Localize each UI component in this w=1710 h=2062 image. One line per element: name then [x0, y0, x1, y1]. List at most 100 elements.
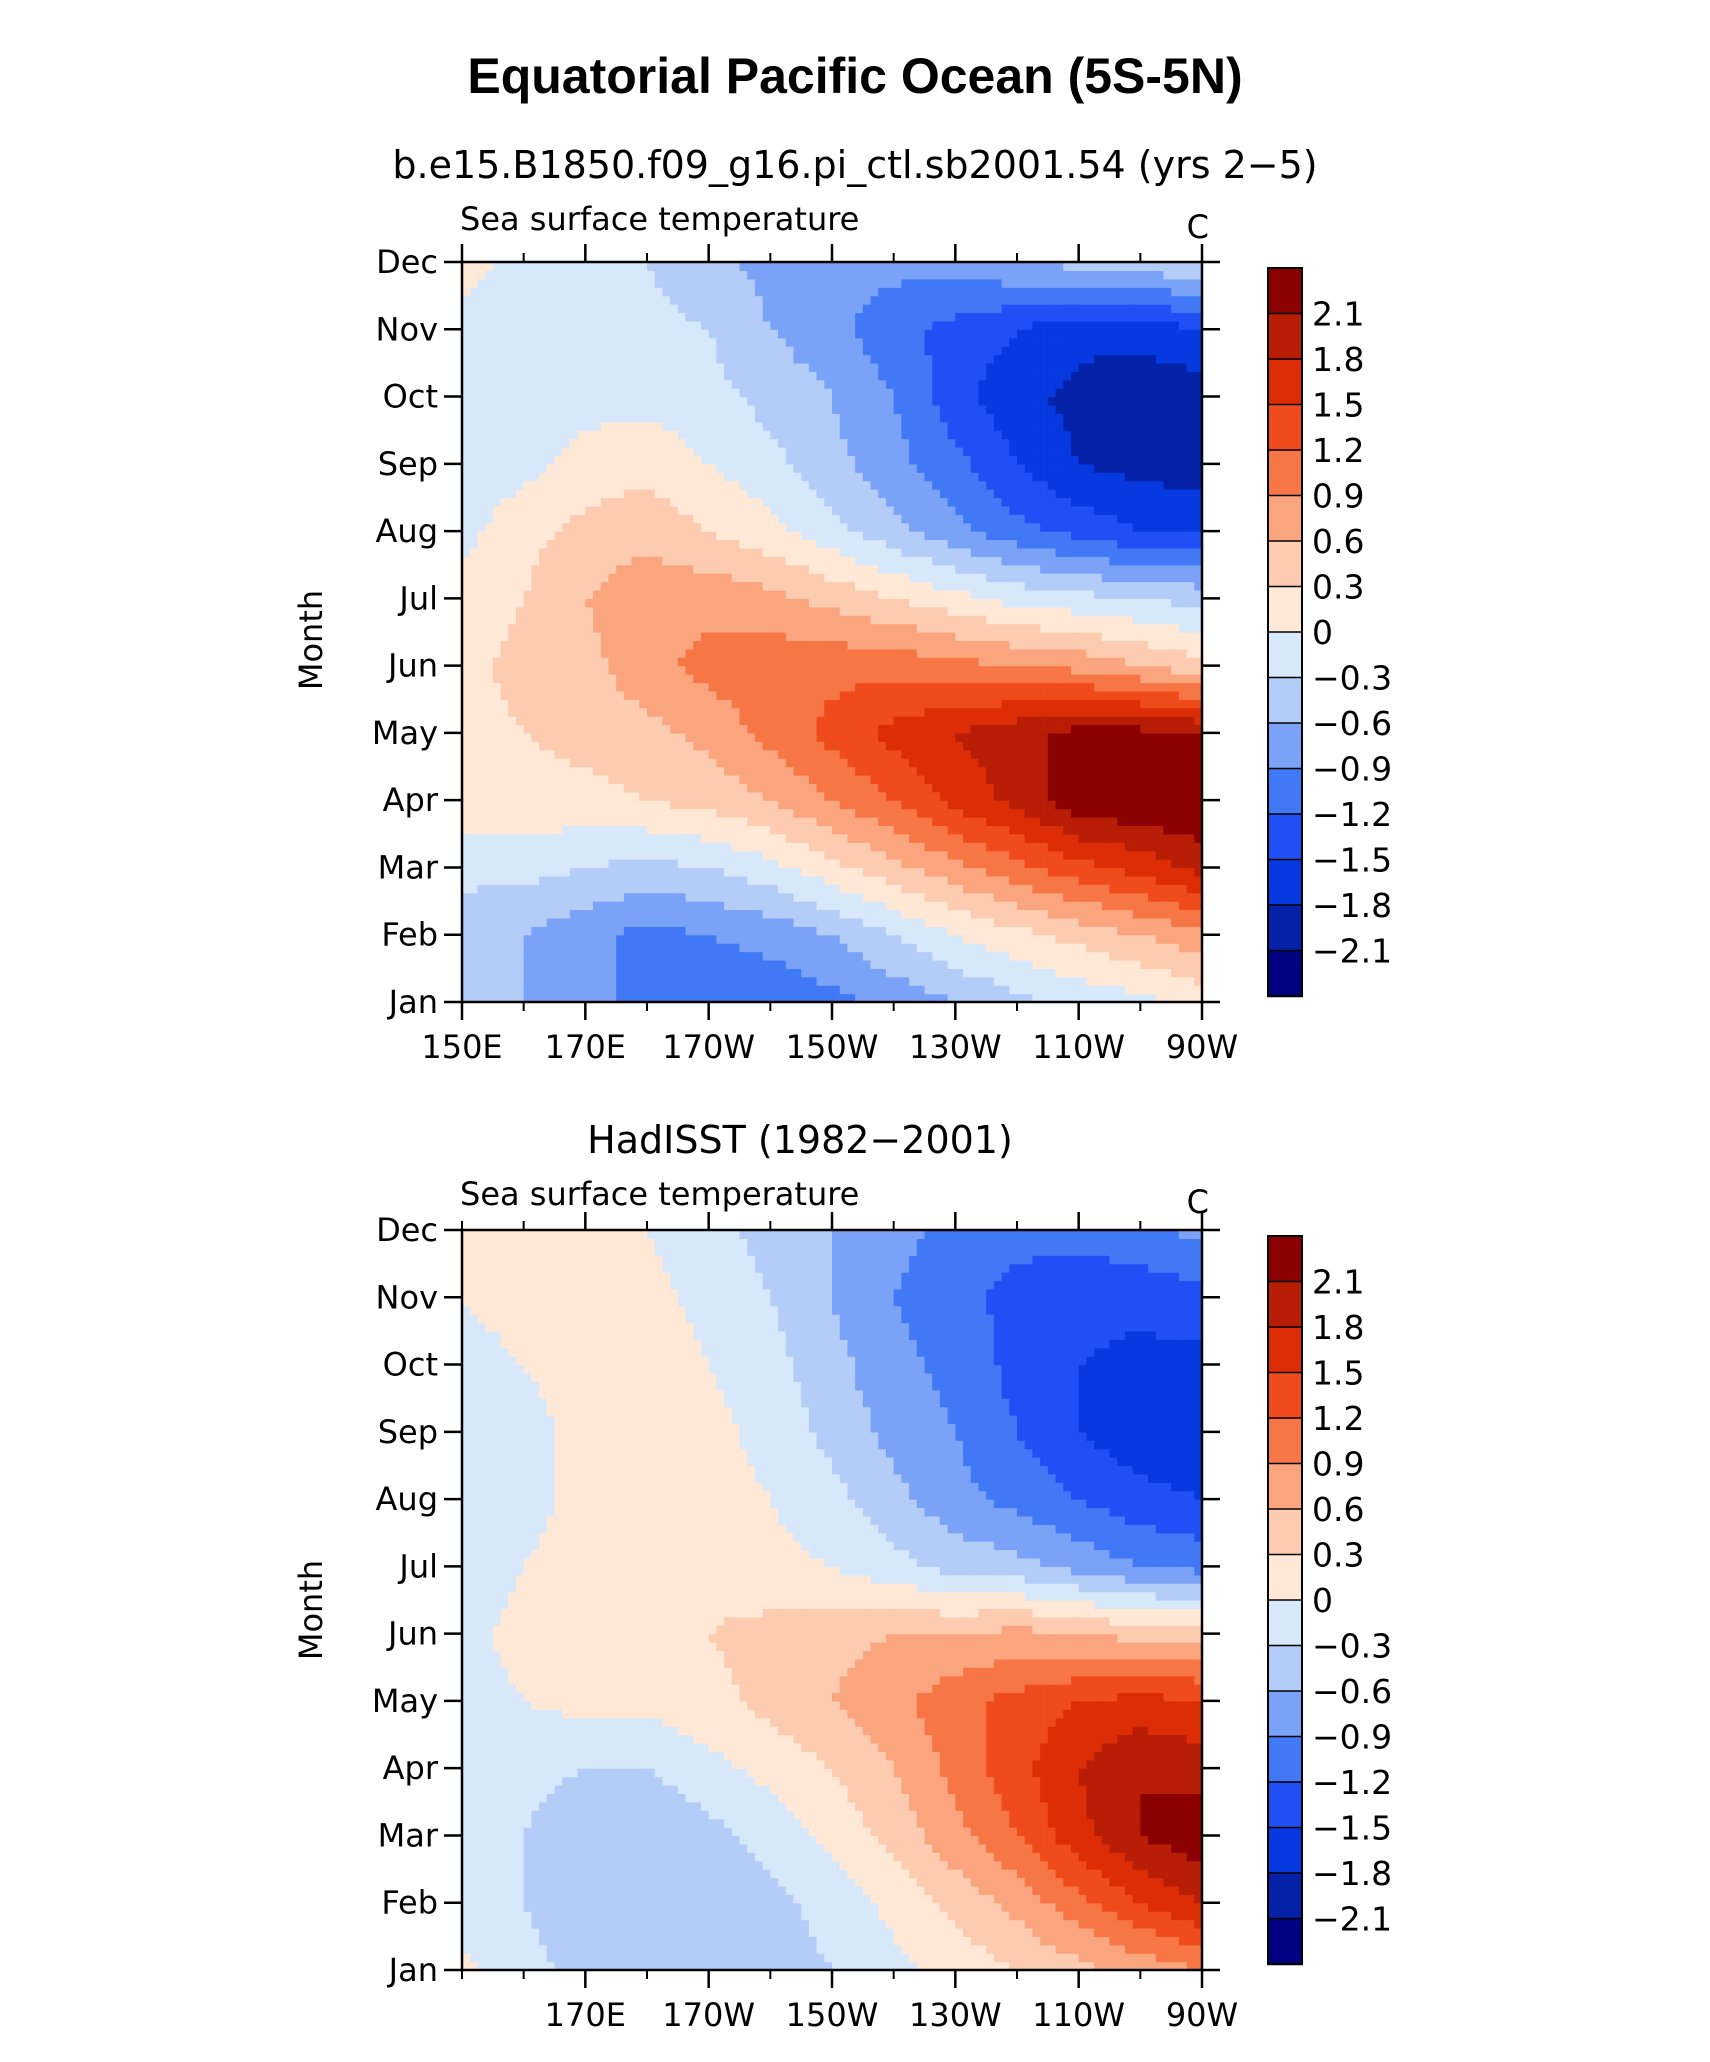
- heatmap-cell: [1124, 985, 1134, 995]
- heatmap-cell: [739, 917, 748, 927]
- heatmap-cell: [939, 623, 949, 633]
- heatmap-cell: [693, 732, 702, 742]
- heatmap-cell: [700, 825, 710, 835]
- heatmap-cell: [462, 682, 471, 692]
- heatmap-cell: [1194, 943, 1203, 953]
- heatmap-cell: [832, 707, 841, 717]
- heatmap-cell: [909, 564, 918, 574]
- heatmap-cell: [1171, 926, 1180, 936]
- heatmap-cell: [778, 842, 787, 852]
- heatmap-cell: [816, 833, 825, 843]
- heatmap-cell: [1055, 817, 1064, 827]
- heatmap-cell: [916, 699, 926, 709]
- heatmap-cell: [754, 606, 764, 616]
- heatmap-cell: [1024, 732, 1034, 742]
- heatmap-cell: [909, 682, 918, 692]
- heatmap-cell: [785, 766, 795, 776]
- heatmap-cell: [539, 648, 548, 658]
- heatmap-cell: [623, 699, 633, 709]
- heatmap-cell: [569, 926, 579, 936]
- heatmap-cell: [801, 665, 810, 675]
- heatmap-cell: [485, 674, 494, 684]
- heatmap-cell: [1186, 943, 1195, 953]
- heatmap-cell: [1171, 758, 1180, 768]
- heatmap-cell: [600, 859, 610, 869]
- heatmap-cell: [1124, 606, 1134, 616]
- heatmap-cell: [1009, 901, 1018, 911]
- heatmap-cell: [1086, 732, 1095, 742]
- heatmap-cell: [716, 791, 725, 801]
- heatmap-cell: [1132, 867, 1141, 877]
- heatmap-cell: [1040, 741, 1049, 751]
- heatmap-cell: [963, 774, 972, 784]
- heatmap-cell: [993, 859, 1003, 869]
- heatmap-cell: [608, 682, 617, 692]
- heatmap-cell: [539, 926, 548, 936]
- heatmap-cell: [1070, 606, 1080, 616]
- heatmap-cell: [770, 985, 779, 995]
- heatmap-cell: [885, 934, 895, 944]
- heatmap-cell: [870, 909, 879, 919]
- heatmap-cell: [770, 573, 779, 583]
- heatmap-cell: [600, 884, 610, 894]
- heatmap-cell: [970, 589, 980, 599]
- heatmap-cell: [924, 674, 933, 684]
- heatmap-cell: [1163, 783, 1172, 793]
- heatmap-cell: [1163, 993, 1172, 1003]
- heatmap-cell: [1001, 985, 1010, 995]
- heatmap-cell: [1109, 976, 1118, 986]
- heatmap-cell: [939, 993, 949, 1003]
- heatmap-cell: [762, 959, 771, 969]
- heatmap-cell: [469, 598, 479, 608]
- heatmap-cell: [531, 598, 540, 608]
- heatmap-cell: [1124, 564, 1134, 574]
- heatmap-cell: [747, 707, 756, 717]
- heatmap-cell: [462, 909, 471, 919]
- heatmap-cell: [816, 766, 825, 776]
- heatmap-cell: [909, 732, 918, 742]
- heatmap-cell: [862, 783, 872, 793]
- heatmap-cell: [1140, 968, 1149, 978]
- heatmap-cell: [878, 707, 887, 717]
- heatmap-cell: [955, 648, 964, 658]
- heatmap-cell: [878, 732, 887, 742]
- heatmap-cell: [654, 817, 664, 827]
- heatmap-cell: [631, 884, 640, 894]
- heatmap-cell: [885, 951, 895, 961]
- heatmap-cell: [847, 850, 856, 860]
- heatmap-cell: [577, 976, 586, 986]
- heatmap-cell: [731, 640, 741, 650]
- heatmap-cell: [670, 564, 679, 574]
- heatmap-cell: [808, 657, 818, 667]
- heatmap-cell: [469, 934, 479, 944]
- heatmap-cell: [939, 867, 949, 877]
- heatmap-cell: [878, 934, 887, 944]
- heatmap-cell: [1155, 884, 1165, 894]
- heatmap-cell: [963, 674, 972, 684]
- heatmap-cell: [793, 573, 802, 583]
- heatmap-cell: [631, 808, 640, 818]
- heatmap-cell: [531, 909, 540, 919]
- heatmap-cell: [1109, 749, 1118, 759]
- heatmap-cell: [839, 901, 849, 911]
- heatmap-cell: [963, 783, 972, 793]
- heatmap-cell: [546, 850, 556, 860]
- heatmap-cell: [608, 606, 617, 616]
- heatmap-cell: [870, 976, 879, 986]
- heatmap-cell: [1194, 800, 1203, 810]
- heatmap-cell: [677, 724, 687, 734]
- heatmap-cell: [508, 959, 517, 969]
- heatmap-cell: [785, 632, 795, 642]
- heatmap-cell: [500, 623, 509, 633]
- heatmap-cell: [1001, 640, 1010, 650]
- heatmap-cell: [716, 598, 725, 608]
- heatmap-cell: [731, 968, 741, 978]
- heatmap-cell: [469, 724, 479, 734]
- heatmap-cell: [747, 926, 756, 936]
- heatmap-cell: [1163, 892, 1172, 902]
- heatmap-cell: [654, 783, 664, 793]
- heatmap-cell: [462, 598, 471, 608]
- heatmap-cell: [1178, 774, 1188, 784]
- heatmap-cell: [562, 875, 571, 885]
- heatmap-cell: [808, 842, 818, 852]
